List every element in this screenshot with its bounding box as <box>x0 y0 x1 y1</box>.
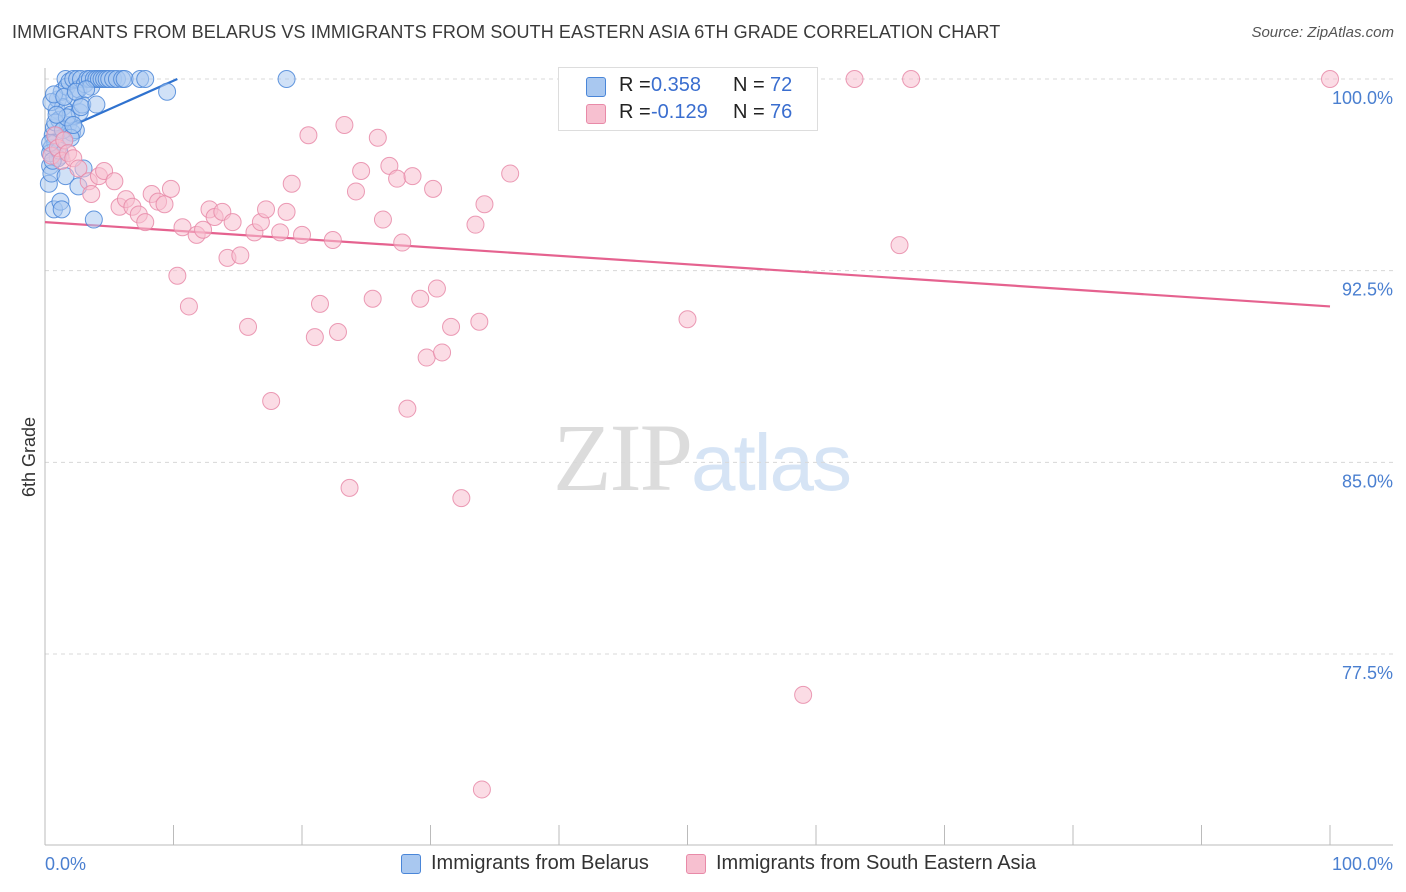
y-tick-label: 92.5% <box>1342 280 1393 300</box>
point-sea <box>470 312 489 331</box>
y-tick-label: 85.0% <box>1342 471 1393 491</box>
point-sea <box>501 164 520 183</box>
legend-swatch-belarus <box>586 77 606 97</box>
point-sea <box>299 126 318 145</box>
chart-title: IMMIGRANTS FROM BELARUS VS IMMIGRANTS FR… <box>12 22 1001 42</box>
point-sea <box>194 220 213 239</box>
point-sea <box>845 70 864 88</box>
point-sea <box>352 162 371 180</box>
y-axis-label: 6th Grade <box>19 417 39 497</box>
axes <box>44 68 1393 846</box>
point-sea <box>411 289 430 308</box>
point-sea <box>442 317 461 336</box>
point-sea <box>271 223 290 242</box>
point-sea <box>277 202 296 221</box>
legend-n-label: N = <box>733 101 765 123</box>
legend-row-sea: R = -0.129 N = 76 <box>559 100 817 128</box>
point-sea <box>346 182 365 201</box>
point-belarus <box>84 210 103 229</box>
point-sea <box>173 218 192 237</box>
point-belarus <box>64 116 83 134</box>
point-belarus <box>52 200 71 219</box>
legend-r-label: R = <box>619 74 651 96</box>
point-sea <box>310 294 329 313</box>
x-tick-label: 100.0% <box>1332 854 1393 874</box>
point-sea <box>161 179 180 198</box>
point-sea <box>239 317 258 336</box>
point-sea <box>323 231 342 249</box>
point-belarus <box>77 80 96 99</box>
point-sea <box>427 279 446 298</box>
point-sea <box>388 169 407 188</box>
point-sea <box>282 174 301 193</box>
data-points <box>39 70 1339 799</box>
y-tick-label: 77.5% <box>1342 663 1393 683</box>
point-sea <box>168 266 187 285</box>
point-sea <box>452 489 471 508</box>
point-sea <box>794 685 813 704</box>
point-sea <box>231 246 250 265</box>
legend-swatch-sea <box>586 104 606 124</box>
point-sea <box>69 159 88 178</box>
point-sea <box>136 213 155 232</box>
point-belarus <box>71 98 90 117</box>
point-sea <box>179 297 198 316</box>
point-sea <box>424 179 443 198</box>
point-sea <box>155 195 174 214</box>
legend-r-label: R = <box>619 101 651 123</box>
legend-r-value: 0.358 <box>651 74 702 96</box>
bottom-legend-sea: Immigrants from South Eastern Asia <box>716 852 1037 874</box>
point-sea <box>340 478 359 497</box>
point-sea <box>293 225 311 244</box>
point-belarus <box>136 70 155 88</box>
bottom-legend-swatch-belarus <box>401 854 421 874</box>
watermark: ZIPatlas <box>553 402 852 513</box>
point-belarus <box>47 105 66 124</box>
legend-n-value: 76 <box>770 101 793 123</box>
point-sea <box>105 172 124 191</box>
tick-labels: 100.0% 92.5% 85.0% 77.5% 0.0% 100.0% 6th Grade <box>19 88 1393 874</box>
legend-row-belarus: R = 0.358 N = 72 <box>559 73 817 101</box>
point-sea <box>223 213 242 232</box>
y-tick-label: 100.0% <box>1332 88 1393 108</box>
point-sea <box>393 233 412 252</box>
point-sea <box>890 236 909 255</box>
chart-source: Source: ZipAtlas.com <box>1251 24 1394 41</box>
correlation-legend: R = 0.358 N = 72 R = -0.129 N = 76 <box>558 67 818 131</box>
point-sea <box>363 289 382 308</box>
point-sea <box>373 210 392 229</box>
point-sea <box>82 185 101 203</box>
point-sea <box>472 780 491 799</box>
point-sea <box>678 310 697 329</box>
point-sea <box>417 348 436 367</box>
legend-n-value: 72 <box>770 74 793 96</box>
trend-line-sea <box>44 221 1331 308</box>
point-sea <box>466 215 485 234</box>
point-belarus <box>87 95 106 114</box>
point-sea <box>403 167 422 186</box>
point-sea <box>368 128 387 147</box>
point-belarus <box>277 70 296 88</box>
point-sea <box>335 116 354 134</box>
x-tick-label: 0.0% <box>45 854 86 874</box>
point-sea <box>902 70 921 88</box>
point-belarus <box>115 70 134 88</box>
point-sea <box>305 328 324 347</box>
point-belarus <box>158 82 177 101</box>
legend-r-value: -0.129 <box>651 101 708 123</box>
point-sea <box>398 399 417 418</box>
point-sea <box>257 200 276 219</box>
legend-n-label: N = <box>733 74 765 96</box>
point-sea <box>475 195 494 214</box>
gridlines <box>45 78 1393 655</box>
bottom-legend-swatch-sea <box>686 854 706 874</box>
point-sea <box>1321 70 1339 88</box>
watermark-zip: ZIP <box>553 404 693 511</box>
point-sea <box>262 392 281 410</box>
point-sea <box>328 323 347 341</box>
point-sea <box>433 343 452 362</box>
bottom-legend-belarus: Immigrants from Belarus <box>431 852 649 874</box>
